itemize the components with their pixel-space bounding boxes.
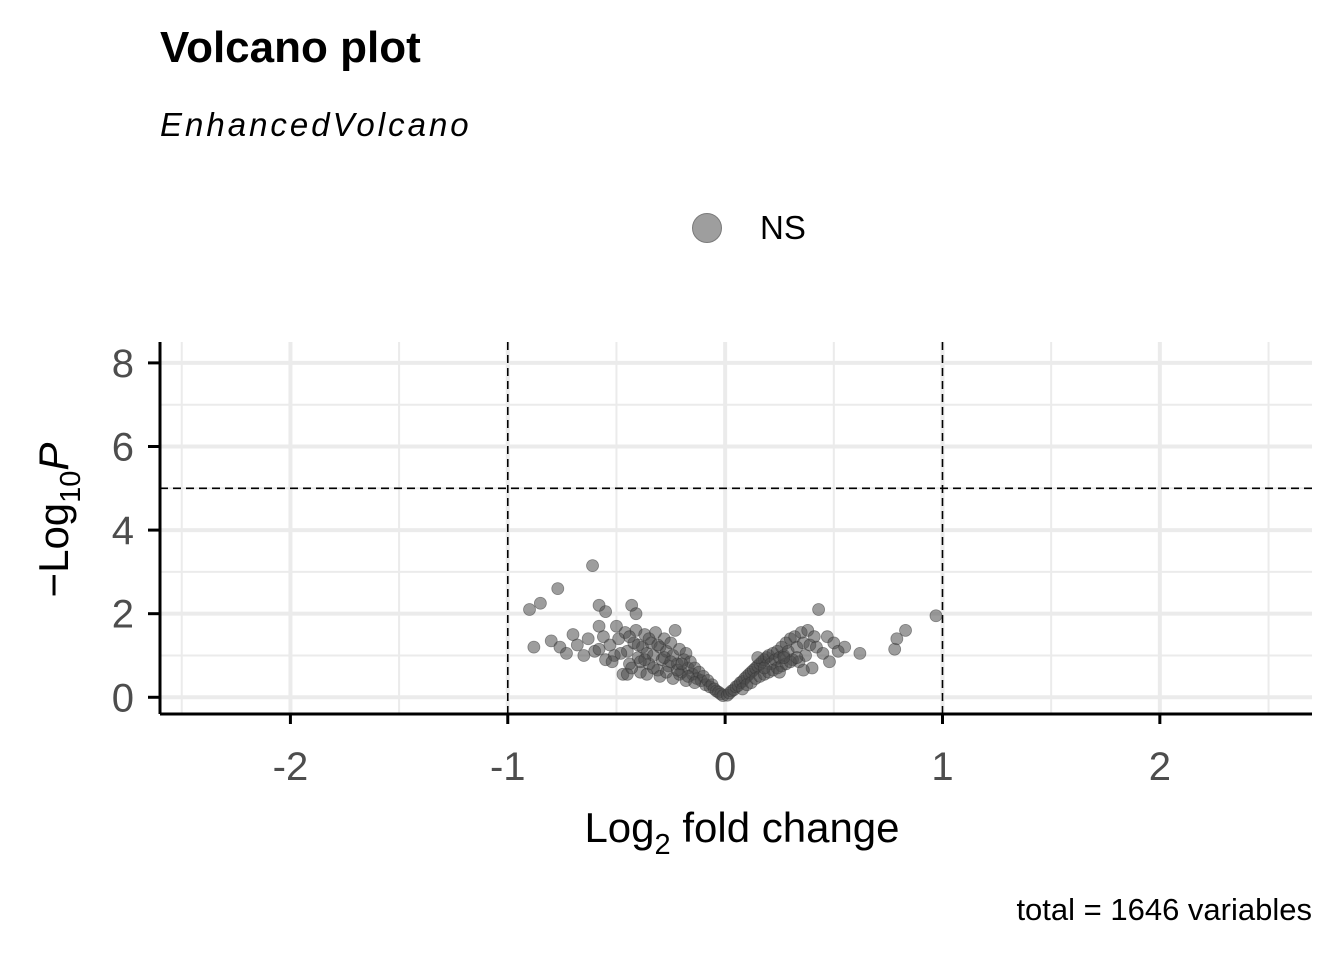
- data-point: [899, 624, 912, 637]
- data-point: [586, 559, 599, 573]
- data-point: [625, 661, 639, 675]
- data-point: [631, 638, 645, 652]
- cutoff-lines: [160, 342, 1312, 714]
- data-point: [647, 661, 660, 675]
- data-point: [668, 624, 682, 637]
- data-point: [816, 646, 830, 660]
- legend-key-ns: [692, 213, 722, 243]
- data-point: [751, 651, 765, 664]
- data-point: [651, 638, 665, 652]
- data-point: [581, 632, 595, 646]
- data-point: [577, 649, 591, 662]
- x-tick-label: 2: [1149, 745, 1171, 789]
- data-point: [533, 596, 547, 610]
- x-axis-ticks: -2 -1 0 1 2: [273, 714, 1171, 789]
- data-point: [675, 657, 689, 671]
- axes: [158, 342, 1312, 716]
- data-point: [551, 582, 565, 596]
- y-tick-label: 0: [112, 676, 134, 720]
- data-point: [790, 651, 804, 664]
- chart-caption: total = 1646 variables: [1016, 892, 1312, 927]
- data-point: [642, 632, 656, 646]
- data-point: [929, 609, 943, 623]
- y-axis-title: −Log10P: [30, 443, 87, 598]
- data-point: [523, 603, 536, 616]
- data-point: [823, 655, 836, 669]
- data-point: [605, 655, 619, 669]
- data-point: [597, 630, 610, 644]
- data-point: [890, 632, 904, 646]
- chart-subtitle: EnhancedVolcano: [160, 106, 472, 143]
- data-point: [610, 619, 623, 633]
- data-point: [777, 651, 791, 664]
- x-axis-title: Log2 fold change: [584, 804, 899, 861]
- x-tick-label: 0: [714, 745, 736, 789]
- data-point: [623, 630, 636, 644]
- data-point: [570, 638, 584, 652]
- data-point: [757, 661, 771, 675]
- data-point: [773, 665, 786, 679]
- y-tick-label: 8: [112, 342, 134, 386]
- data-point: [812, 603, 825, 616]
- chart-title: Volcano plot: [160, 23, 421, 72]
- data-point: [838, 640, 852, 654]
- x-tick-label: -1: [490, 745, 526, 789]
- data-point: [888, 642, 902, 656]
- grid-major: [160, 342, 1312, 714]
- grid-minor: [160, 342, 1312, 714]
- data-point: [688, 676, 702, 690]
- data-point: [560, 646, 573, 660]
- data-point: [638, 653, 652, 667]
- legend: NS: [692, 208, 806, 248]
- y-axis-ticks: 0 2 4 6 8: [112, 342, 160, 720]
- y-tick-label: 6: [112, 425, 134, 469]
- data-point: [614, 646, 628, 660]
- data-points: [523, 559, 943, 703]
- data-point: [807, 630, 821, 644]
- data-point: [796, 663, 810, 677]
- data-point: [592, 642, 606, 656]
- y-tick-label: 4: [112, 509, 134, 553]
- data-point: [544, 634, 558, 648]
- x-tick-label: -2: [273, 745, 309, 789]
- x-tick-label: 1: [931, 745, 953, 789]
- data-point: [664, 636, 678, 650]
- y-tick-label: 2: [112, 593, 134, 637]
- data-point: [629, 607, 643, 621]
- legend-label-ns: NS: [760, 209, 806, 246]
- data-point: [599, 605, 612, 618]
- data-point: [527, 640, 541, 654]
- data-point: [853, 646, 867, 660]
